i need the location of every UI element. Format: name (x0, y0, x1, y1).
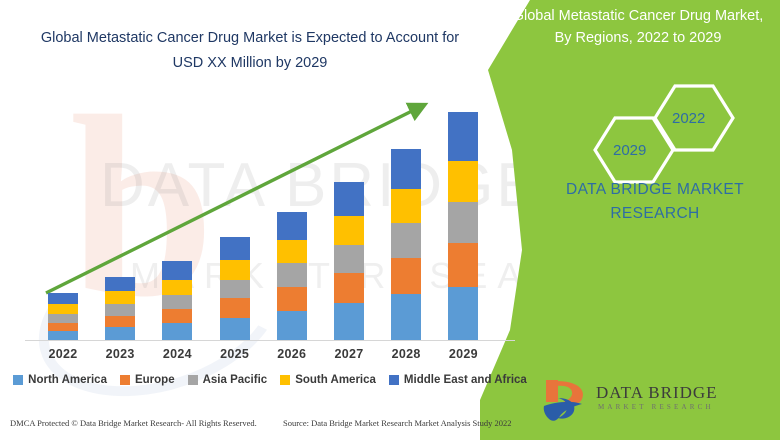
bar-segment-middle-east-and-africa (48, 293, 78, 305)
legend-label: Middle East and Africa (403, 374, 527, 386)
bar-segment-europe (48, 322, 78, 332)
logo-mark-icon (543, 380, 583, 421)
panel-title: Global Metastatic Cancer Drug Market, By… (512, 8, 764, 46)
x-tick-label-2028: 2028 (391, 347, 421, 361)
bar-segment-europe (334, 273, 364, 304)
bar-segment-middle-east-and-africa (448, 112, 479, 161)
bar-segment-europe (276, 286, 307, 311)
x-tick-label-2024: 2024 (162, 347, 192, 361)
page-title: Global Metastatic Cancer Drug Market is … (40, 30, 460, 71)
bar-2022[interactable] (48, 293, 78, 340)
bar-segment-south-america (334, 215, 364, 245)
bar-segment-europe (219, 298, 250, 318)
bar-2024[interactable] (162, 261, 193, 340)
bar-segment-europe (391, 257, 422, 295)
bar-segment-north-america (48, 331, 78, 340)
bar-segment-middle-east-and-africa (334, 181, 364, 216)
hexagon-back-label: 2022 (672, 110, 706, 127)
bar-segment-asia-pacific (334, 244, 364, 274)
legend-item-asia-pacific[interactable]: Asia Pacific (187, 374, 268, 386)
legend-item-middle-east-and-africa[interactable]: Middle East and Africa (388, 374, 527, 386)
bar-segment-north-america (162, 323, 193, 340)
legend-item-europe[interactable]: Europe (119, 374, 175, 386)
bar-segment-europe (105, 315, 136, 328)
bar-segment-asia-pacific (391, 222, 422, 258)
company-logo[interactable]: DATA BRIDGE MARKET RESEARCH (538, 378, 718, 430)
legend-item-south-america[interactable]: South America (280, 374, 376, 386)
stacked-bar-chart: 2022 2023 2024 2025 2026 2027 2028 2029 (25, 102, 515, 361)
bar-segment-south-america (105, 291, 136, 305)
bar-2028[interactable] (391, 148, 422, 340)
bar-segment-asia-pacific (162, 295, 193, 309)
bar-segment-north-america (219, 317, 250, 340)
bar-segment-south-america (391, 188, 422, 223)
bar-segment-middle-east-and-africa (276, 211, 307, 241)
bar-2025[interactable] (219, 237, 250, 340)
bar-segment-asia-pacific (448, 202, 479, 243)
x-axis-line (25, 340, 515, 341)
bar-segment-middle-east-and-africa (162, 261, 193, 280)
footer-copyright: DMCA Protected © Data Bridge Market Rese… (10, 418, 257, 428)
x-tick-label-2027: 2027 (334, 347, 364, 361)
hexagon-badges: 2022 2029 (575, 82, 750, 187)
legend-swatch-icon (280, 375, 291, 385)
bar-segment-north-america (334, 303, 364, 340)
x-tick-label-2029: 2029 (448, 347, 478, 361)
bar-segment-middle-east-and-africa (105, 276, 136, 292)
bar-segment-north-america (391, 294, 422, 340)
x-tick-label-2026: 2026 (277, 347, 307, 361)
footer-source: Source: Data Bridge Market Research Mark… (283, 418, 512, 428)
legend-swatch-icon (119, 375, 130, 385)
bar-segment-south-america (48, 304, 78, 314)
bar-2027[interactable] (334, 181, 364, 340)
chart-legend[interactable]: North America Europe Asia Pacific South Ame… (0, 374, 540, 386)
panel-brand-line: DATA BRIDGE MARKET RESEARCH (565, 181, 744, 222)
x-tick-label-2023: 2023 (105, 347, 135, 361)
hexagon-front-label: 2029 (613, 142, 647, 159)
x-tick-label-2022: 2022 (48, 347, 78, 361)
logo-tagline: MARKET RESEARCH (598, 403, 714, 411)
legend-label: South America (295, 374, 376, 386)
hexagon-back-shape (653, 84, 735, 152)
legend-label: Europe (134, 374, 175, 386)
bar-segment-europe (448, 242, 479, 287)
x-tick-label-2025: 2025 (220, 347, 250, 361)
bar-segment-asia-pacific (276, 263, 307, 287)
bar-segment-north-america (105, 327, 136, 340)
bar-segment-middle-east-and-africa (219, 237, 250, 261)
logo-name: DATA BRIDGE (596, 383, 718, 402)
bar-segment-asia-pacific (105, 304, 136, 316)
bar-segment-south-america (162, 279, 193, 296)
bar-segment-south-america (448, 160, 479, 203)
hexagon-front-shape (593, 116, 675, 184)
bar-segment-south-america (276, 240, 307, 264)
bar-2023[interactable] (105, 276, 136, 340)
bar-segment-europe (162, 308, 193, 324)
bar-segment-asia-pacific (48, 313, 78, 323)
bar-segment-north-america (276, 310, 307, 340)
hexagon-svg (593, 84, 735, 184)
bar-2026[interactable] (276, 211, 307, 340)
legend-item-north-america[interactable]: North America (13, 374, 107, 386)
bar-2029[interactable] (448, 112, 479, 340)
legend-swatch-icon (187, 375, 198, 385)
legend-label: Asia Pacific (202, 374, 268, 386)
bar-segment-asia-pacific (219, 279, 250, 299)
bar-segment-south-america (219, 260, 250, 280)
legend-swatch-icon (388, 375, 399, 385)
legend-swatch-icon (13, 375, 24, 385)
bar-segment-north-america (448, 286, 479, 340)
legend-label: North America (28, 374, 107, 386)
green-side-panel (480, 0, 780, 440)
bar-segment-middle-east-and-africa (391, 148, 422, 189)
